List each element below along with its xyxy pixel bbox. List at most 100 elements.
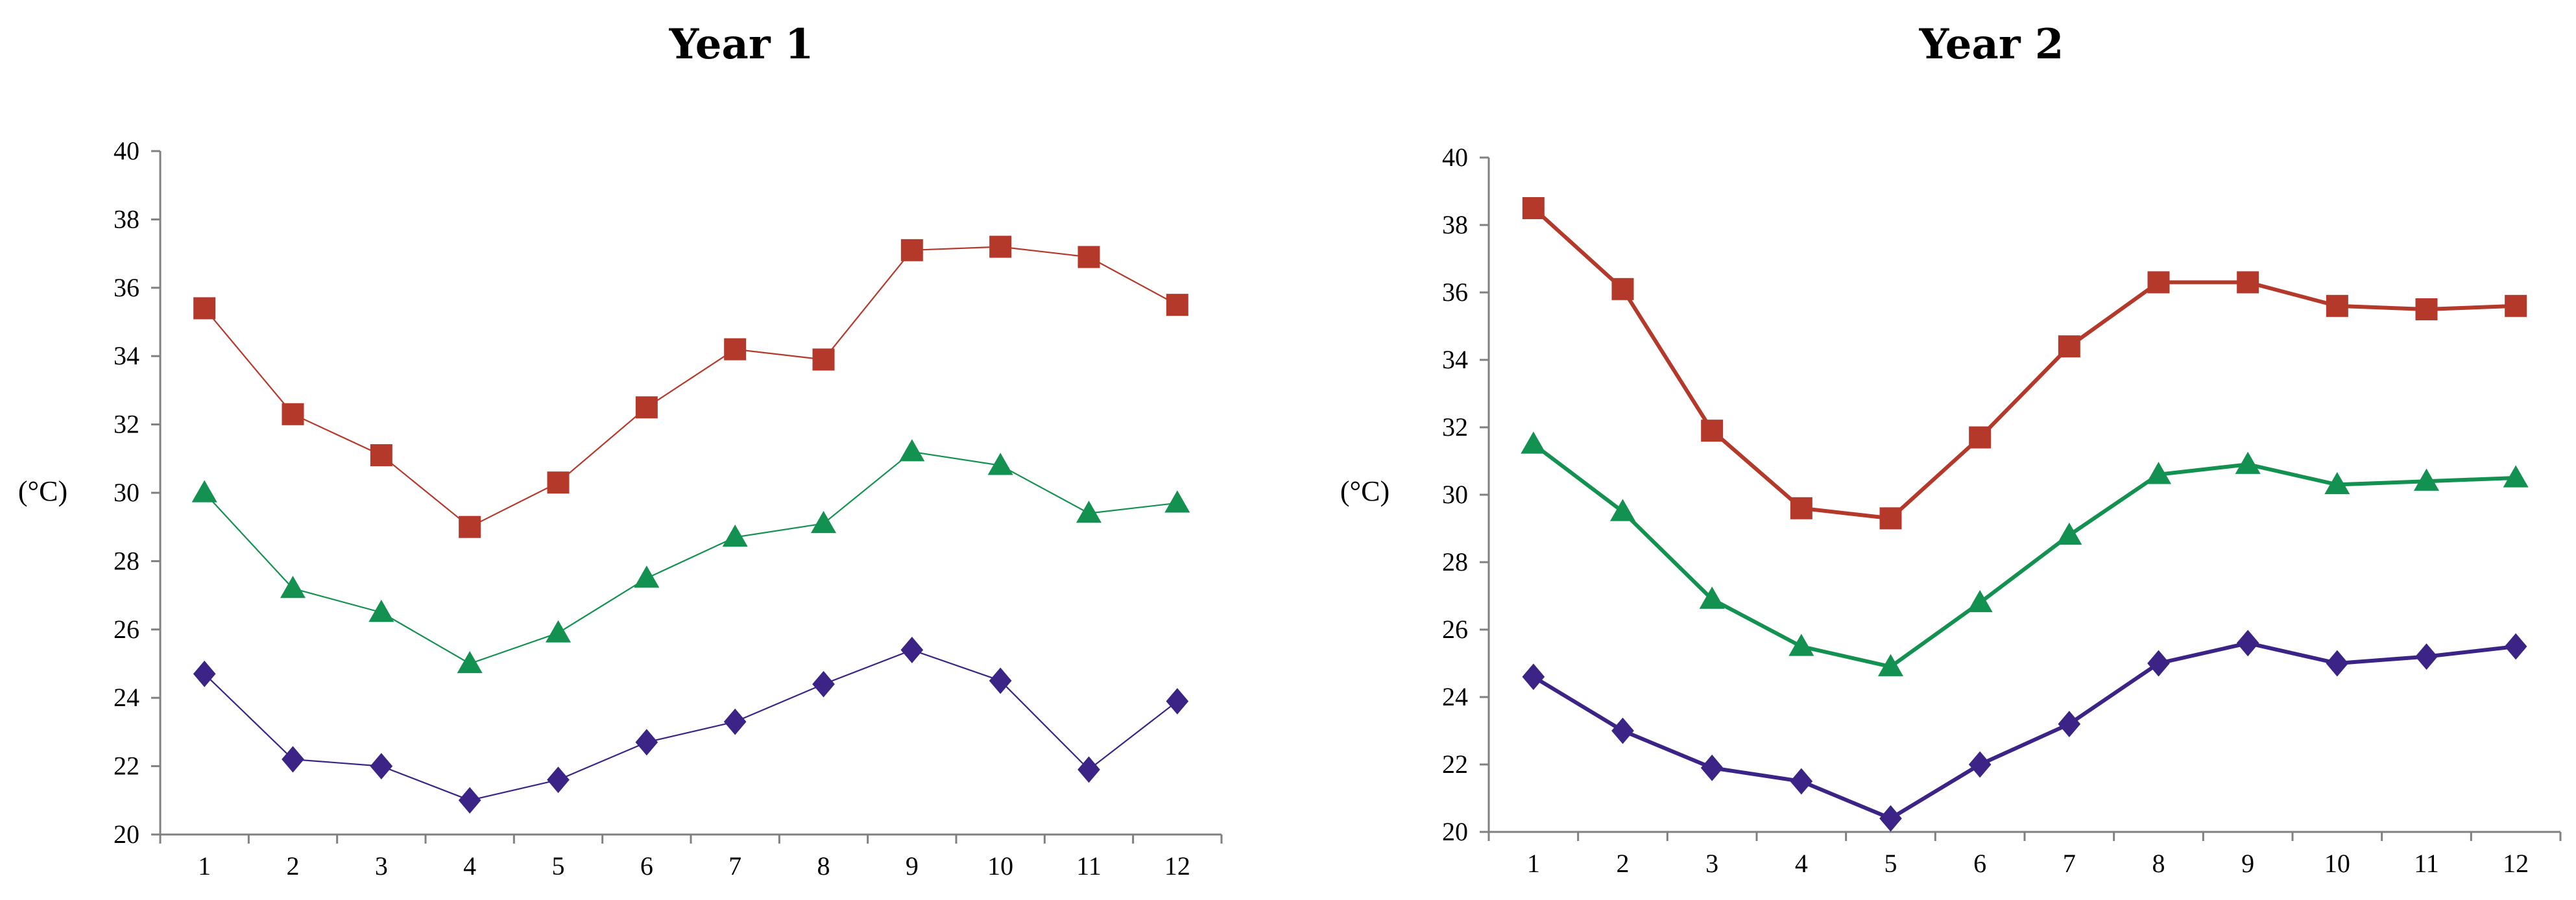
y-tick-label: 38 <box>1442 210 1468 239</box>
data-point <box>1611 278 1634 300</box>
axes <box>151 150 1223 844</box>
data-point <box>722 524 748 547</box>
y-tick-label: 20 <box>1442 817 1468 846</box>
y-tick-label: 24 <box>114 683 139 712</box>
data-point <box>2505 294 2527 317</box>
series-min <box>193 637 1189 814</box>
chart-title: Year 1 <box>669 20 814 69</box>
y-tick-label: 22 <box>114 752 139 781</box>
data-point <box>1790 497 1812 519</box>
data-point <box>2324 471 2350 495</box>
x-tick-label: 9 <box>2241 849 2254 878</box>
x-tick-label: 5 <box>1884 849 1897 878</box>
x-tick-label: 3 <box>1705 849 1718 878</box>
data-point <box>2237 271 2259 294</box>
data-point <box>545 620 572 643</box>
x-tick-label: 3 <box>375 851 388 881</box>
data-point <box>1076 501 1102 523</box>
data-point <box>1077 246 1100 268</box>
data-point <box>1522 197 1545 219</box>
data-point <box>635 396 658 419</box>
data-point <box>191 480 217 503</box>
x-tick-label: 6 <box>640 851 653 881</box>
data-point <box>2504 633 2527 660</box>
x-tick-label: 11 <box>2414 849 2439 878</box>
data-point <box>2147 650 2170 677</box>
data-point <box>1609 499 1636 521</box>
data-point <box>193 297 216 320</box>
y-axis-label: (°C) <box>1340 475 1390 507</box>
data-point <box>547 766 570 794</box>
data-point <box>193 660 216 687</box>
data-point <box>1701 420 1724 442</box>
x-tick-label: 10 <box>987 851 1013 881</box>
data-point <box>2326 650 2349 677</box>
data-point <box>1164 490 1190 513</box>
data-point <box>1879 805 1902 832</box>
y-tick-label: 32 <box>114 410 139 439</box>
x-tick-label: 2 <box>287 851 300 881</box>
data-point <box>2058 335 2080 358</box>
data-point <box>2145 462 2172 484</box>
x-tick-label: 10 <box>2324 849 2350 878</box>
data-point <box>2415 643 2438 670</box>
y-tick-label: 38 <box>114 204 139 233</box>
data-point <box>1611 717 1634 744</box>
data-point <box>1166 688 1189 715</box>
data-point <box>1877 654 1904 676</box>
data-point <box>2503 465 2529 488</box>
series-line <box>1532 641 2516 821</box>
data-point <box>2235 451 2261 474</box>
y-tick-label: 28 <box>114 546 139 575</box>
data-point <box>989 667 1012 694</box>
data-point <box>634 565 660 588</box>
y-tick-label: 26 <box>1442 615 1468 644</box>
axes <box>1480 156 2562 841</box>
data-point <box>1077 756 1100 783</box>
x-tick-label: 8 <box>2152 849 2165 878</box>
data-point <box>2236 630 2259 657</box>
x-tick-label: 7 <box>728 851 741 881</box>
x-tick-label: 2 <box>1617 849 1630 878</box>
data-point <box>2415 298 2438 320</box>
data-point <box>1967 589 1993 613</box>
data-point <box>2058 711 2081 737</box>
data-point <box>2413 468 2440 491</box>
x-tick-label: 1 <box>1527 849 1540 878</box>
data-point <box>459 515 481 538</box>
data-point <box>1700 754 1724 781</box>
data-point <box>1969 426 1992 449</box>
series-max <box>1522 197 2527 530</box>
series-mean <box>191 439 1190 674</box>
y-tick-label: 36 <box>1442 278 1468 307</box>
data-point <box>723 708 747 735</box>
y-tick-label: 26 <box>114 615 139 644</box>
data-point <box>812 670 835 698</box>
chart-title: Year 2 <box>1919 20 2064 69</box>
y-tick-label: 40 <box>1442 143 1468 172</box>
data-point <box>2326 294 2348 317</box>
data-point <box>280 576 306 598</box>
data-point <box>810 510 837 534</box>
y-axis-label: (°C) <box>18 475 67 507</box>
data-point <box>457 650 483 674</box>
series-min <box>1522 630 2527 832</box>
y-tick-label: 34 <box>1442 345 1468 374</box>
series-group <box>1521 197 2529 832</box>
data-point <box>2056 522 2082 545</box>
data-point <box>1879 507 1902 530</box>
data-point <box>987 453 1013 475</box>
series-max <box>193 235 1188 538</box>
series-line <box>204 451 1177 665</box>
x-tick-label: 7 <box>2063 849 2076 878</box>
data-point <box>899 439 925 462</box>
x-tick-label: 4 <box>463 851 476 881</box>
series-line <box>1532 206 2516 521</box>
data-point <box>635 729 658 756</box>
y-tick-label: 20 <box>114 820 139 849</box>
y-tick-label: 22 <box>1442 750 1468 779</box>
